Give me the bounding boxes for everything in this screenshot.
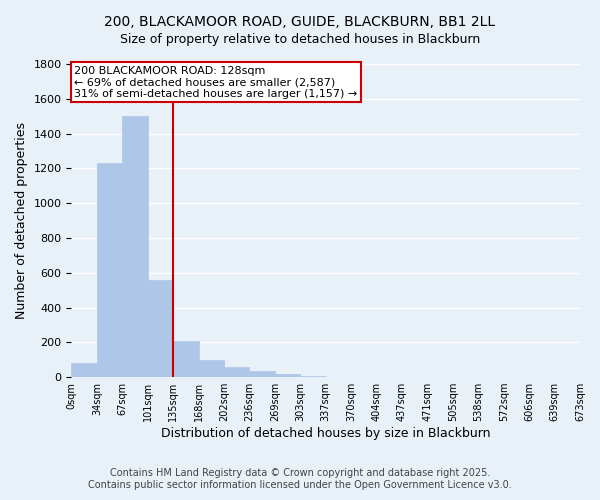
Text: Contains HM Land Registry data © Crown copyright and database right 2025.
Contai: Contains HM Land Registry data © Crown c…: [88, 468, 512, 490]
Bar: [250, 371, 275, 377]
Bar: [173, 342, 199, 377]
Text: 200 BLACKAMOOR ROAD: 128sqm
← 69% of detached houses are smaller (2,587)
31% of : 200 BLACKAMOOR ROAD: 128sqm ← 69% of det…: [74, 66, 357, 99]
X-axis label: Distribution of detached houses by size in Blackburn: Distribution of detached houses by size …: [161, 427, 490, 440]
Bar: [97, 163, 122, 377]
Text: Size of property relative to detached houses in Blackburn: Size of property relative to detached ho…: [120, 32, 480, 46]
Bar: [122, 116, 148, 377]
Bar: [148, 280, 173, 377]
Y-axis label: Number of detached properties: Number of detached properties: [15, 122, 28, 319]
Text: 200, BLACKAMOOR ROAD, GUIDE, BLACKBURN, BB1 2LL: 200, BLACKAMOOR ROAD, GUIDE, BLACKBURN, …: [104, 15, 496, 29]
Bar: [71, 363, 97, 377]
Bar: [275, 374, 300, 377]
Bar: [224, 366, 250, 377]
Bar: [300, 376, 326, 377]
Bar: [199, 360, 224, 377]
